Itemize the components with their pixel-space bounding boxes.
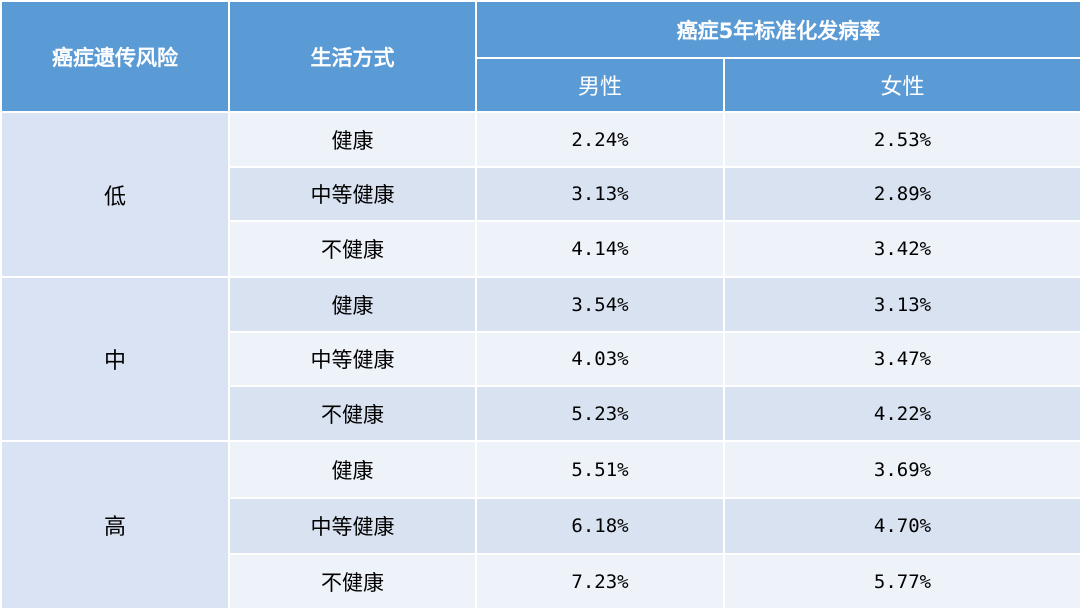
header-lifestyle: 生活方式 — [228, 0, 477, 113]
lifestyle-cell: 健康 — [228, 440, 477, 499]
female-rate-cell: 3.47% — [723, 331, 1080, 387]
female-rate-cell: 3.69% — [723, 440, 1080, 499]
female-rate-cell: 5.77% — [723, 553, 1080, 610]
lifestyle-cell: 不健康 — [228, 553, 477, 610]
table-row: 高 健康 5.51% 3.69% — [0, 440, 1080, 610]
lifestyle-cell: 不健康 — [228, 220, 477, 278]
header-row-top: 癌症遗传风险 生活方式 癌症5年标准化发病率 — [0, 0, 1080, 113]
female-rate-cell: 3.42% — [723, 220, 1080, 278]
table-row: 低 健康 2.24% 2.53% — [0, 111, 1080, 278]
header-risk: 癌症遗传风险 — [0, 0, 230, 113]
male-rate-cell: 5.23% — [475, 385, 725, 442]
lifestyle-cell: 中等健康 — [228, 331, 477, 387]
header-row-sub: 男性 女性 — [1, 57, 1080, 113]
female-rate-cell: 2.89% — [723, 166, 1080, 222]
risk-low-cell: 低 — [0, 111, 230, 278]
male-rate-cell: 2.24% — [475, 111, 725, 168]
male-rate-cell: 5.51% — [475, 440, 725, 499]
lifestyle-cell: 中等健康 — [228, 166, 477, 222]
table-row: 中等健康 6.18% 4.70% — [1, 497, 1080, 555]
header-male: 男性 — [475, 57, 725, 113]
male-rate-cell: 4.14% — [475, 220, 725, 278]
table-row: 不健康 7.23% 5.77% — [1, 553, 1080, 610]
female-rate-cell: 2.53% — [723, 111, 1080, 168]
female-rate-cell: 4.22% — [723, 385, 1080, 442]
table-row: 中 健康 3.54% 3.13% — [0, 276, 1080, 442]
male-rate-cell: 3.54% — [475, 276, 725, 333]
lifestyle-cell: 不健康 — [228, 385, 477, 442]
male-rate-cell: 6.18% — [475, 497, 725, 555]
female-rate-cell: 3.13% — [723, 276, 1080, 333]
male-rate-cell: 4.03% — [475, 331, 725, 387]
male-rate-cell: 3.13% — [475, 166, 725, 222]
risk-high-cell: 高 — [0, 440, 230, 610]
male-rate-cell: 7.23% — [475, 553, 725, 610]
female-rate-cell: 4.70% — [723, 497, 1080, 555]
lifestyle-cell: 中等健康 — [228, 497, 477, 555]
table-body: 低 健康 2.24% 2.53% 中等健康 3.13% 2.89% 不健康 4.… — [0, 111, 1080, 610]
risk-mid-cell: 中 — [0, 276, 230, 442]
header-incidence: 癌症5年标准化发病率 — [475, 0, 1080, 59]
lifestyle-cell: 健康 — [228, 111, 477, 168]
table-row: 中等健康 4.03% 3.47% — [1, 331, 1080, 387]
lifestyle-cell: 健康 — [228, 276, 477, 333]
table-row: 不健康 5.23% 4.22% — [1, 385, 1080, 442]
table-row: 不健康 4.14% 3.42% — [1, 220, 1080, 278]
table-row: 中等健康 3.13% 2.89% — [1, 166, 1080, 222]
header-female: 女性 — [723, 57, 1080, 113]
table-header: 癌症遗传风险 生活方式 癌症5年标准化发病率 男性 女性 — [0, 0, 1080, 113]
